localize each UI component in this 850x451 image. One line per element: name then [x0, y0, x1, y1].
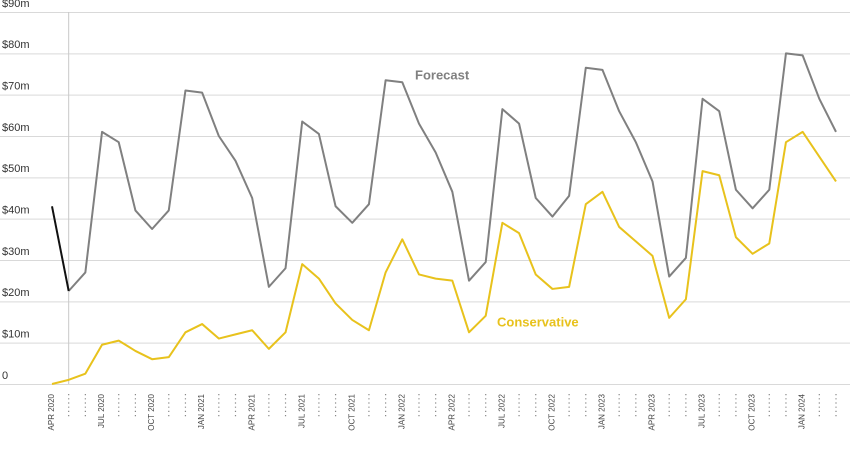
- x-tick-label: APR 2022: [447, 393, 456, 430]
- y-tick-label: $10m: [2, 329, 30, 341]
- x-tick-label: JUL 2021: [297, 393, 306, 428]
- y-tick-label: $90m: [2, 0, 30, 10]
- y-tick-label: $50m: [2, 163, 30, 175]
- x-tick-label: JUL 2023: [698, 393, 707, 428]
- y-tick-label: $30m: [2, 246, 30, 258]
- x-tick-label: JAN 2021: [197, 393, 206, 429]
- x-tick-label: APR 2020: [47, 393, 56, 430]
- y-tick-label: $70m: [2, 81, 30, 93]
- x-tick-label: JUL 2022: [497, 393, 506, 428]
- x-tick-label: OCT 2021: [347, 393, 356, 430]
- y-tick-label: $80m: [2, 39, 30, 51]
- series-line: [67, 52, 837, 292]
- x-tick-label: OCT 2020: [147, 393, 156, 430]
- x-tick-label: JAN 2022: [397, 393, 406, 429]
- series-line: [51, 206, 70, 292]
- x-tick-label: JAN 2023: [598, 393, 607, 429]
- y-tick-label: $60m: [2, 122, 30, 134]
- series-label: Conservative: [497, 314, 579, 329]
- x-tick-label: OCT 2022: [548, 393, 557, 430]
- x-tick-label: JUL 2020: [97, 393, 106, 428]
- x-tick-label: APR 2023: [648, 393, 657, 430]
- y-tick-label: 0: [2, 370, 8, 382]
- y-tick-label: $40m: [2, 205, 30, 217]
- x-tick-label: APR 2021: [247, 393, 256, 430]
- x-tick-label: JAN 2024: [798, 393, 807, 429]
- x-tick-label: OCT 2023: [748, 393, 757, 430]
- series-line: [51, 130, 837, 385]
- y-tick-label: $20m: [2, 287, 30, 299]
- series-label: Forecast: [415, 67, 470, 82]
